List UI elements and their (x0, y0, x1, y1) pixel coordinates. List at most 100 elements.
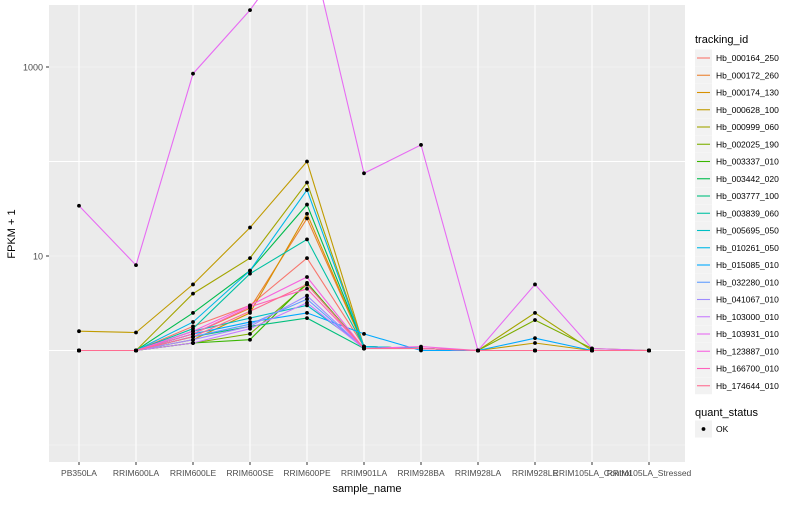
data-point (305, 286, 309, 291)
data-point (248, 271, 252, 276)
x-tick-label: RRIM901LA (341, 468, 388, 478)
data-point (77, 329, 81, 334)
y-axis-title: FPKM + 1 (6, 209, 18, 258)
x-tick-label: RRIM600LA (113, 468, 160, 478)
data-point (77, 348, 81, 353)
data-point (191, 282, 195, 287)
data-point (248, 316, 252, 321)
data-point (305, 300, 309, 305)
data-point (533, 318, 537, 322)
data-point (134, 348, 138, 353)
legend-label: Hb_003839_060 (716, 208, 779, 218)
data-point (533, 348, 537, 353)
data-point (191, 329, 195, 334)
minor-gridlines (49, 66, 685, 446)
legend-label: Hb_000628_100 (716, 105, 779, 115)
y-tick-label: 1000 (23, 63, 43, 73)
x-tick-label: RRIM600PE (283, 468, 331, 478)
data-point (248, 225, 252, 230)
data-point (248, 8, 252, 13)
legend-label: Hb_032280_010 (716, 277, 779, 287)
legend-label: Hb_000172_260 (716, 70, 779, 80)
data-point (362, 346, 366, 351)
data-point (191, 334, 195, 339)
data-point (305, 256, 309, 261)
data-point (191, 331, 195, 336)
data-point (134, 263, 138, 268)
data-point (248, 309, 252, 314)
x-tick-label: RRIM928LE (512, 468, 559, 478)
quant-legend-point (701, 427, 706, 431)
data-point (191, 320, 195, 324)
data-point (248, 326, 252, 331)
data-point (134, 330, 138, 335)
legend-label: Hb_000164_250 (716, 53, 779, 63)
data-point (305, 282, 309, 287)
quant-legend-label: OK (716, 424, 729, 434)
legend-label: Hb_005695_050 (716, 226, 779, 236)
data-point (305, 293, 309, 298)
quant-status-legend-title: quant_status (695, 407, 758, 419)
quant-status-legend-items: OK (695, 420, 729, 438)
legend-label: Hb_103000_010 (716, 312, 779, 322)
x-tick-label: RRIM928BA (397, 468, 445, 478)
data-point (533, 282, 537, 287)
data-point (305, 303, 309, 308)
data-point (248, 304, 252, 309)
x-tick-label: RRIM105LA_Stressed (607, 468, 692, 478)
series-points (77, 8, 651, 353)
x-tick-label: RRIM105LA_Control (553, 468, 632, 478)
data-point (533, 336, 537, 341)
data-point (248, 331, 252, 336)
data-point (191, 71, 195, 76)
legend-label: Hb_003337_010 (716, 157, 779, 167)
legend-label: Hb_103931_010 (716, 329, 779, 339)
data-point (305, 297, 309, 301)
data-point (305, 188, 309, 192)
data-point (590, 348, 594, 353)
data-point (362, 331, 366, 336)
data-point (248, 256, 252, 261)
data-point (248, 337, 252, 342)
data-point (362, 171, 366, 176)
major-gridlines (49, 5, 685, 462)
legend-label: Hb_010261_050 (716, 243, 779, 253)
x-tick-label: PB350LA (61, 468, 97, 478)
x-axis-title: sample_name (332, 483, 401, 495)
data-point (305, 275, 309, 279)
data-point (305, 202, 309, 207)
data-point (191, 291, 195, 296)
legend-label: Hb_015085_010 (716, 260, 779, 270)
data-point (533, 341, 537, 345)
legend-label: Hb_174644_010 (716, 381, 779, 391)
legend-label: Hb_000999_060 (716, 122, 779, 132)
data-point (305, 237, 309, 242)
legend-title: tracking_id (695, 34, 748, 46)
data-point (305, 310, 309, 315)
data-point (305, 211, 309, 216)
data-point (191, 310, 195, 315)
legend-label: Hb_041067_010 (716, 295, 779, 305)
data-point (305, 159, 309, 164)
legend-label: Hb_002025_190 (716, 139, 779, 149)
legend-label: Hb_166700_010 (716, 364, 779, 374)
data-point (305, 180, 309, 185)
legend-items: Hb_000164_250 Hb_000172_260 Hb_000174_130 H… (695, 49, 779, 395)
data-point (419, 346, 423, 351)
data-point (419, 142, 423, 147)
data-point (305, 316, 309, 321)
x-tick-label: RRIM928LA (455, 468, 502, 478)
legend-label: Hb_000174_130 (716, 88, 779, 98)
data-point (191, 337, 195, 342)
y-axis: 10 1000 (23, 63, 49, 262)
data-point (248, 268, 252, 273)
data-point (476, 348, 480, 353)
data-point (305, 216, 309, 221)
data-point (77, 203, 81, 208)
legend-label: Hb_003777_100 (716, 191, 779, 201)
plot-panel (49, 5, 685, 462)
y-tick-label: 10 (33, 252, 43, 262)
legend-label: Hb_003442_020 (716, 174, 779, 184)
x-axis: PB350LA RRIM600LA RRIM600LE RRIM600SE RRIM60… (61, 462, 692, 478)
